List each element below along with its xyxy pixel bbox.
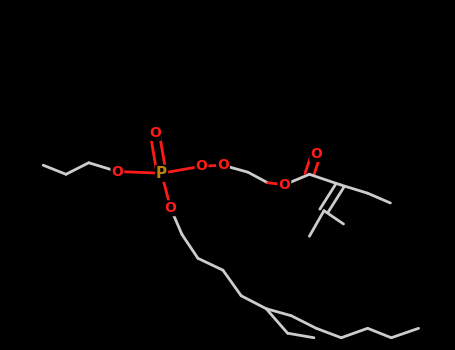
Text: O: O [278,178,290,192]
Text: O: O [111,164,123,178]
Text: O: O [196,159,207,173]
Text: O: O [165,201,177,215]
Text: O: O [217,158,229,172]
Text: O: O [310,147,322,161]
Text: P: P [156,166,167,181]
Text: O: O [149,126,161,140]
